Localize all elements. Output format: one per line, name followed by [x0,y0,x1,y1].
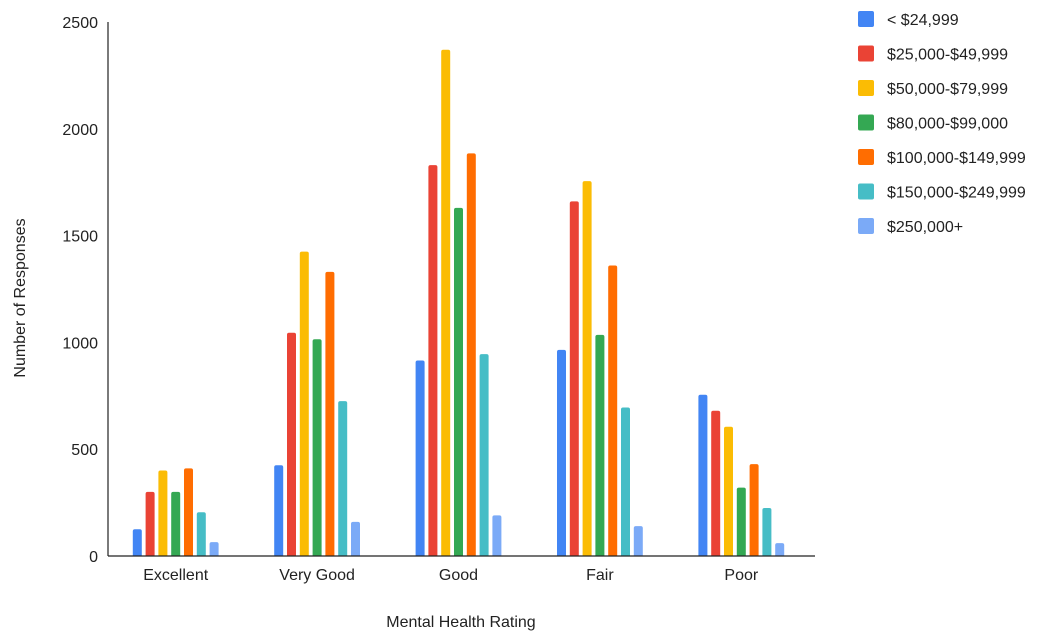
legend-item: < $24,999 [858,11,959,29]
bar [775,543,785,556]
bar [158,470,168,556]
bar [441,49,451,556]
legend-item: $80,000-$99,000 [858,114,1008,133]
bar [479,354,489,556]
legend: < $24,999 $25,000-$49,999 $50,000-$79,999 $… [858,11,1026,236]
legend-swatch [858,80,874,96]
legend-swatch [858,114,874,131]
legend-item: $250,000+ [858,218,963,236]
bar [132,529,142,556]
legend-label: $100,000-$149,999 [887,150,1026,167]
bars-layer [132,49,785,556]
legend-swatch [858,218,874,234]
legend-item: $150,000-$249,999 [858,183,1026,202]
y-tick-label: 500 [71,442,98,459]
bar [338,401,348,556]
bar [466,153,476,556]
y-tick-labels: 0 500 1000 1500 2000 2500 [62,15,98,566]
legend-swatch [858,149,874,165]
axes-layer [107,22,815,557]
bar [736,487,746,556]
bar [749,464,759,556]
legend-label: $25,000-$49,999 [887,47,1008,64]
legend-swatch [858,183,874,200]
bar [415,360,425,556]
legend-swatch [858,11,874,27]
bar [608,265,618,556]
bar [582,181,592,556]
y-tick-label: 2500 [62,15,98,32]
bar [145,491,155,556]
bar [428,165,438,556]
bar [171,491,181,556]
legend-label: $150,000-$249,999 [887,185,1026,202]
legend-label: $50,000-$79,999 [887,81,1008,98]
y-tick-label: 1000 [62,335,98,352]
bar [209,542,219,556]
legend-label: < $24,999 [887,12,959,29]
bar [492,515,502,556]
bar [557,349,566,556]
x-tick-label: Excellent [143,567,208,584]
bar [274,465,284,556]
x-axis-title: Mental Health Rating [386,614,535,631]
bar [312,339,322,556]
legend-swatch [858,45,874,62]
bar [698,394,708,556]
x-tick-label: Very Good [279,567,355,584]
legend-label: $80,000-$99,000 [887,116,1008,133]
bar [621,407,630,556]
legend-label: $250,000+ [887,219,963,236]
bar [711,410,721,556]
bar [196,512,206,556]
legend-item: $25,000-$49,999 [858,45,1008,64]
y-axis-title: Number of Responses [12,218,29,377]
bar [762,507,772,556]
bar [351,521,360,556]
bar [569,201,579,556]
x-tick-label: Good [439,567,478,584]
legend-item: $100,000-$149,999 [858,149,1026,167]
x-tick-label: Fair [586,567,614,584]
y-tick-label: 1500 [62,229,98,246]
legend-item: $50,000-$79,999 [858,80,1008,98]
x-tick-labels: Excellent Very Good Good Fair Poor [143,567,759,584]
bar [325,271,335,556]
bar [299,251,309,556]
y-tick-label: 0 [89,549,98,566]
bar [595,334,605,556]
y-tick-label: 2000 [62,122,98,139]
bar [724,426,733,556]
bar [633,526,643,556]
bar [184,468,193,556]
bar [454,207,463,556]
x-tick-label: Poor [724,567,758,584]
bar [287,332,296,556]
